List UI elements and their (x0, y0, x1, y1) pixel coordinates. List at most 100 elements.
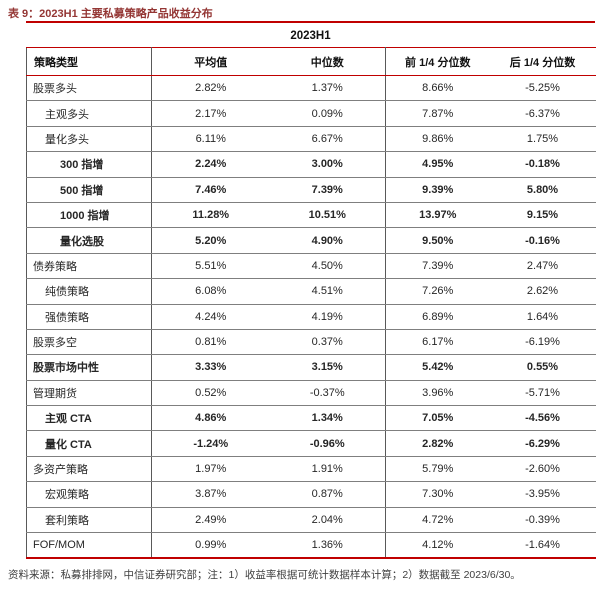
value-cell: 7.39% (385, 253, 490, 280)
value-cell: 3.87% (151, 481, 270, 508)
value-cell: 10.51% (269, 202, 386, 229)
value-cell: 5.51% (151, 253, 270, 280)
value-cell: 1.64% (489, 304, 596, 330)
value-cell: 2.62% (489, 278, 596, 305)
value-cell: 11.28% (151, 202, 270, 229)
value-cell: 5.79% (385, 456, 490, 483)
value-cell: 13.97% (385, 202, 490, 229)
table-row: 500 指增 7.46% 7.39% 9.39% 5.80% (26, 177, 596, 203)
table-row: 股票多空 0.81% 0.37% 6.17% -6.19% (26, 329, 596, 356)
value-cell: 4.50% (269, 253, 386, 280)
value-cell: 0.87% (269, 481, 386, 508)
value-cell: 3.00% (269, 151, 386, 178)
value-cell: -5.71% (489, 380, 596, 407)
value-cell: 9.15% (489, 202, 596, 229)
value-cell: 0.99% (151, 532, 270, 559)
table-row: 强债策略 4.24% 4.19% 6.89% 1.64% (26, 304, 596, 330)
value-cell: 4.51% (269, 278, 386, 305)
returns-table-header: 策略类型 平均值 中位数前 1/4 分位数后 1/4 分位数 (26, 47, 596, 76)
value-cell: 3.15% (269, 354, 386, 381)
table-row: 股票市场中性 3.33% 3.15% 5.42% 0.55% (26, 354, 596, 381)
strategy-name-cell: 强债策略 (26, 304, 152, 330)
value-cell: -0.18% (489, 151, 596, 178)
strategy-name-cell: 主观 CTA (26, 405, 152, 432)
column-header: 策略类型 (26, 47, 152, 76)
table-row: 量化多头 6.11% 6.67% 9.86% 1.75% (26, 126, 596, 153)
column-header: 平均值 (151, 47, 270, 76)
table-row: 多资产策略 1.97% 1.91% 5.79% -2.60% (26, 456, 596, 483)
value-cell: -4.56% (489, 405, 596, 432)
strategy-name-cell: 量化多头 (26, 126, 152, 153)
value-cell: 0.81% (151, 329, 270, 356)
value-cell: -6.37% (489, 100, 596, 127)
table-row: 纯债策略 6.08% 4.51% 7.26% 2.62% (26, 278, 596, 305)
value-cell: 4.19% (269, 304, 386, 330)
value-cell: -2.60% (489, 456, 596, 483)
value-cell: 2.04% (269, 507, 386, 534)
value-cell: 6.11% (151, 126, 270, 153)
table-row: 股票多头 2.82% 1.37% 8.66% -5.25% (26, 75, 596, 102)
value-cell: 9.50% (385, 227, 490, 254)
strategy-name-cell: 纯债策略 (26, 278, 152, 305)
value-cell: 3.96% (385, 380, 490, 407)
value-cell: 4.72% (385, 507, 490, 534)
value-cell: 1.37% (269, 75, 386, 102)
value-cell: 7.46% (151, 177, 270, 203)
table-row: 主观 CTA 4.86% 1.34% 7.05% -4.56% (26, 405, 596, 432)
value-cell: 6.89% (385, 304, 490, 330)
strategy-name-cell: 宏观策略 (26, 481, 152, 508)
title-underline-rule (26, 21, 595, 23)
value-cell: 0.52% (151, 380, 270, 407)
strategy-name-cell: 主观多头 (26, 100, 152, 127)
column-header: 中位数 (269, 47, 386, 76)
value-cell: 2.49% (151, 507, 270, 534)
strategy-name-cell: 多资产策略 (26, 456, 152, 483)
value-cell: 6.67% (269, 126, 386, 153)
value-cell: 2.24% (151, 151, 270, 178)
value-cell: 4.90% (269, 227, 386, 254)
value-cell: 2.82% (385, 430, 490, 457)
column-header: 前 1/4 分位数 (385, 47, 490, 76)
value-cell: 6.08% (151, 278, 270, 305)
table-title: 表 9：2023H1 主要私募策略产品收益分布 (8, 8, 213, 20)
strategy-name-cell: 债券策略 (26, 253, 152, 280)
table-row: 主观多头 2.17% 0.09% 7.87% -6.37% (26, 100, 596, 127)
table-row: 管理期货 0.52% -0.37% 3.96% -5.71% (26, 380, 596, 407)
table-row: 量化 CTA -1.24% -0.96% 2.82% -6.29% (26, 430, 596, 457)
value-cell: 4.24% (151, 304, 270, 330)
table-row: 300 指增 2.24% 3.00% 4.95% -0.18% (26, 151, 596, 178)
value-cell: -1.24% (151, 430, 270, 457)
table-row: 1000 指增 11.28% 10.51% 13.97% 9.15% (26, 202, 596, 229)
value-cell: 7.39% (269, 177, 386, 203)
value-cell: 1.75% (489, 126, 596, 153)
value-cell: 0.55% (489, 354, 596, 381)
value-cell: 7.30% (385, 481, 490, 508)
strategy-name-cell: 500 指增 (26, 177, 152, 203)
column-header: 后 1/4 分位数 (489, 47, 596, 76)
strategy-name-cell: 股票多空 (26, 329, 152, 356)
value-cell: 5.20% (151, 227, 270, 254)
value-cell: 1.97% (151, 456, 270, 483)
table-row: FOF/MOM 0.99% 1.36% 4.12% -1.64% (26, 532, 596, 559)
value-cell: 4.12% (385, 532, 490, 559)
value-cell: -6.19% (489, 329, 596, 356)
table-row: 量化选股 5.20% 4.90% 9.50% -0.16% (26, 227, 596, 254)
strategy-name-cell: FOF/MOM (26, 532, 152, 559)
value-cell: 7.26% (385, 278, 490, 305)
value-cell: -0.39% (489, 507, 596, 534)
value-cell: 2.82% (151, 75, 270, 102)
value-cell: 9.39% (385, 177, 490, 203)
strategy-name-cell: 量化 CTA (26, 430, 152, 457)
value-cell: 6.17% (385, 329, 490, 356)
value-cell: 3.33% (151, 354, 270, 381)
strategy-name-cell: 管理期货 (26, 380, 152, 407)
value-cell: -6.29% (489, 430, 596, 457)
value-cell: 7.05% (385, 405, 490, 432)
strategy-name-cell: 股票多头 (26, 75, 152, 102)
header-row: 策略类型 平均值 中位数前 1/4 分位数后 1/4 分位数 (26, 47, 596, 76)
value-cell: -1.64% (489, 532, 596, 559)
value-cell: 0.37% (269, 329, 386, 356)
value-cell: 1.91% (269, 456, 386, 483)
value-cell: -5.25% (489, 75, 596, 102)
value-cell: -0.16% (489, 227, 596, 254)
